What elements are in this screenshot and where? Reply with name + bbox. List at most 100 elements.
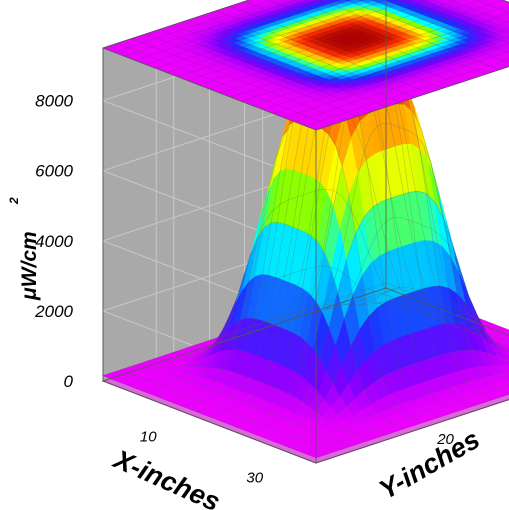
mesh-line <box>368 288 509 343</box>
surface-cell <box>499 349 509 359</box>
contour-gridline <box>216 10 430 94</box>
surface-cell <box>498 378 509 386</box>
mesh-line <box>102 375 317 459</box>
contour-cell <box>498 36 509 42</box>
frame-edge <box>102 0 251 49</box>
contour-cell <box>502 28 509 33</box>
contour-gridline <box>292 0 486 75</box>
z-tick-label: 8000 <box>35 92 73 111</box>
x-tick-label: 30 <box>246 470 263 487</box>
contour-gridline <box>230 5 444 89</box>
frame-edge <box>315 399 509 464</box>
surface-cell <box>503 347 509 351</box>
contour-gridline <box>305 58 509 127</box>
mesh-line <box>297 122 509 394</box>
surface-cell <box>503 364 509 371</box>
contour-gridline <box>475 0 509 13</box>
contour-cell <box>305 0 320 3</box>
tick-labels: 0200040006000800010302040 <box>34 92 454 487</box>
surface-cell <box>503 389 509 394</box>
y-tick-label: 20 <box>436 431 454 448</box>
mesh-line <box>102 282 387 377</box>
contour-gridline <box>230 5 509 98</box>
contour-cell <box>423 0 435 3</box>
contour-cell <box>505 35 509 39</box>
mesh-line <box>129 292 413 387</box>
mesh-line <box>120 369 334 453</box>
z-tick-label: 4000 <box>35 232 73 251</box>
mesh-line <box>116 287 400 382</box>
contour-gridline <box>188 0 436 82</box>
contour-gridline <box>241 13 509 102</box>
surface-cell <box>496 384 509 392</box>
contour-gridline <box>318 0 501 70</box>
contour-cell <box>498 51 509 57</box>
contour-cell <box>498 21 509 27</box>
mesh-line <box>173 317 387 435</box>
contour-cell <box>498 6 509 12</box>
mesh-line <box>315 216 509 380</box>
contour-gridline <box>265 0 472 80</box>
contour-gridline <box>344 0 509 64</box>
contour-gridline <box>262 28 509 110</box>
mesh-line <box>289 371 509 448</box>
contour-gridline <box>145 0 343 65</box>
contour-gridline <box>117 43 331 126</box>
contour-gridline <box>449 0 509 23</box>
mesh-line <box>302 383 509 453</box>
z-tick-label: 0 <box>64 372 74 391</box>
contour-gridline <box>397 0 509 44</box>
z-tick-label: 6000 <box>35 162 73 181</box>
contour-gridline <box>159 29 373 112</box>
contour-cell <box>500 32 509 38</box>
frame-edge <box>102 287 387 382</box>
contour-cell <box>397 0 412 3</box>
axis-frame <box>102 0 509 464</box>
surface-cell <box>505 357 509 362</box>
frame-edge <box>102 47 317 131</box>
contour-gridline <box>423 0 509 33</box>
contour-gridline <box>156 0 366 69</box>
mesh-line <box>249 190 509 433</box>
mesh-line <box>156 188 440 397</box>
contour-gridline <box>220 0 504 94</box>
contour-cell <box>500 47 509 53</box>
surface-cell <box>501 347 509 355</box>
surface-cell <box>505 383 509 387</box>
contour-gridline <box>370 0 509 54</box>
contour-cell <box>500 62 509 68</box>
surface-cell <box>500 371 509 379</box>
contour-cell <box>505 20 509 23</box>
z-axis-label: μW/cm <box>18 231 41 301</box>
contour-gridline <box>166 0 389 73</box>
z-axis-label-superscript: 2 <box>7 197 21 205</box>
surface-cell <box>500 336 509 342</box>
contour-cell <box>502 58 509 64</box>
mesh-line <box>155 357 370 441</box>
contour-gridline <box>187 19 402 103</box>
frame-edge <box>315 66 509 131</box>
surface-cell <box>496 328 509 335</box>
contour-gridline <box>244 1 458 84</box>
contour-gridline <box>131 38 345 121</box>
mesh-line <box>191 221 405 429</box>
x-tick-label: 10 <box>140 429 157 446</box>
mesh-line <box>142 265 427 392</box>
contour-gridline <box>283 43 509 118</box>
contour-gridline <box>201 15 416 98</box>
surface-cell <box>494 390 509 398</box>
mesh-line <box>275 349 509 443</box>
contour-cell <box>318 0 332 3</box>
contour-cell <box>505 5 509 8</box>
contour-gridline <box>209 0 482 90</box>
contour-cell <box>500 1 509 7</box>
frame-edge <box>102 380 317 464</box>
mesh-line <box>385 282 509 331</box>
surface-cell <box>504 344 509 348</box>
contour-gridline <box>273 35 509 114</box>
contour-cell <box>502 43 509 49</box>
contour-gridline <box>252 20 509 106</box>
contour-cell <box>502 13 509 18</box>
contour-gridline <box>124 0 297 57</box>
